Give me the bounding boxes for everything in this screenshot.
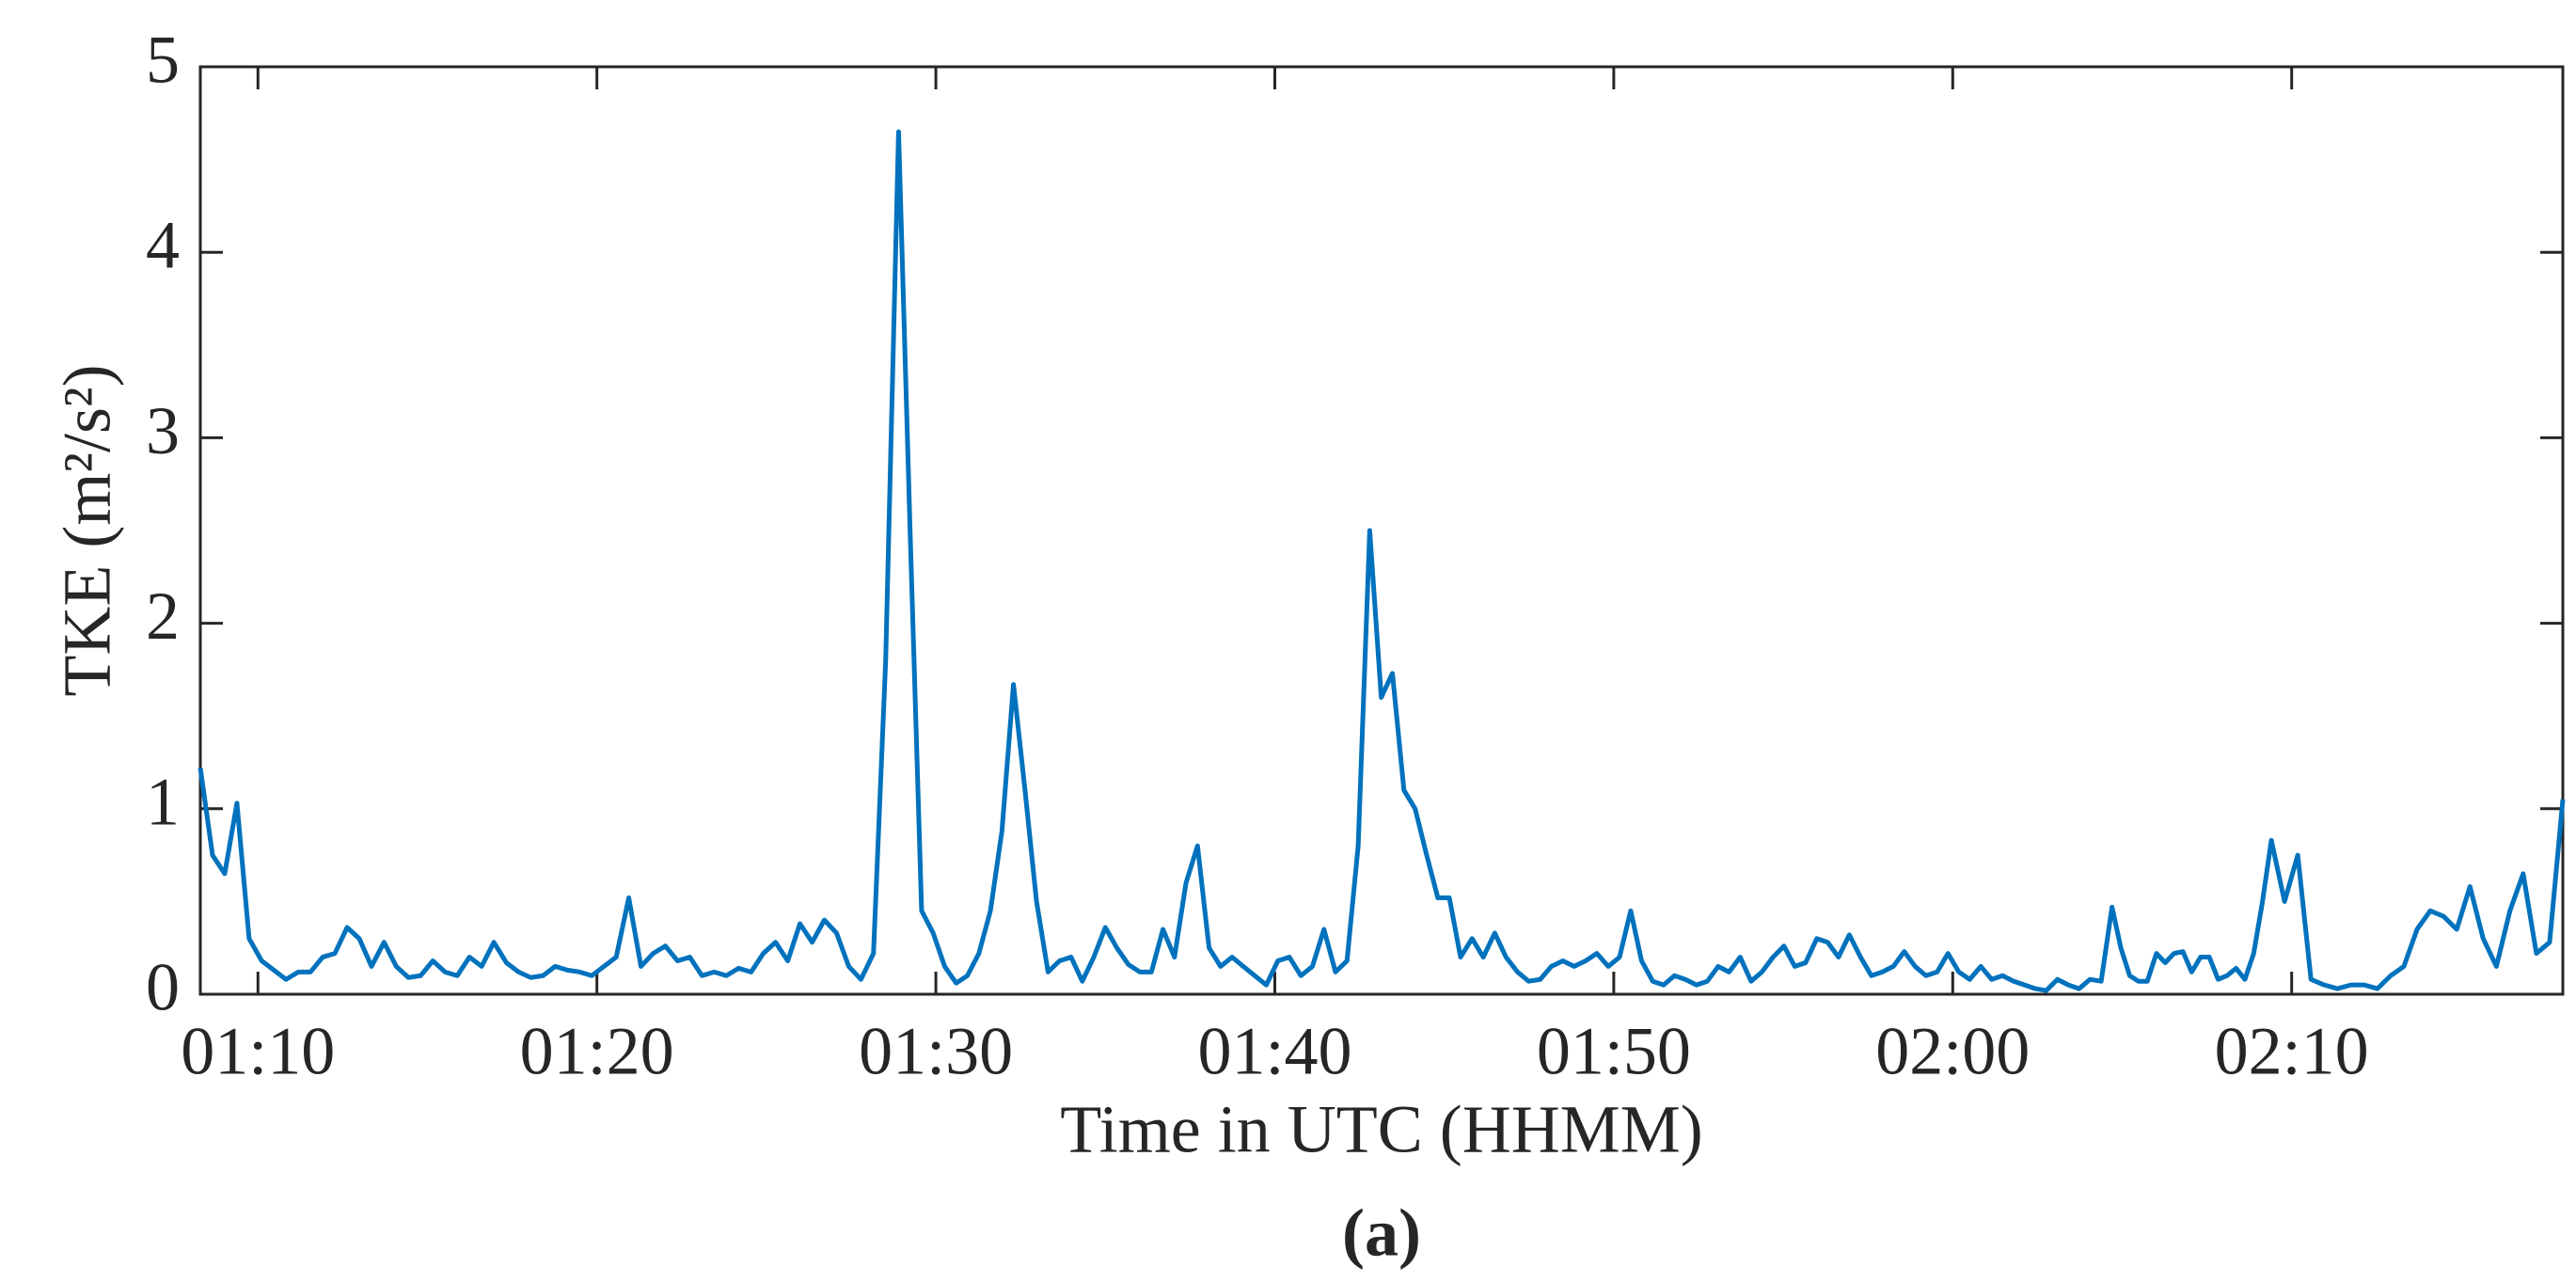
x-tick-label: 01:10 — [181, 1014, 335, 1089]
caption: (a) — [1342, 1196, 1421, 1271]
y-tick-label: 2 — [146, 578, 180, 654]
y-axis-label: TKE (m²/s²) — [50, 364, 125, 696]
y-tick-label: 5 — [146, 23, 180, 98]
x-tick-label: 02:00 — [1875, 1014, 2030, 1089]
x-tick-label: 01:40 — [1197, 1014, 1351, 1089]
data-line — [198, 129, 2566, 993]
y-tick-label: 0 — [146, 950, 180, 1025]
x-tick-label: 01:30 — [859, 1014, 1013, 1089]
plot-frame — [198, 65, 2565, 996]
x-tick-label: 01:20 — [520, 1014, 674, 1089]
x-tick-label: 01:50 — [1537, 1014, 1691, 1089]
y-tick-label: 1 — [146, 764, 180, 839]
y-tick-label: 4 — [146, 208, 180, 283]
x-axis-label: Time in UTC (HHMM) — [1060, 1092, 1702, 1167]
x-tick-label: 02:10 — [2215, 1014, 2369, 1089]
y-tick-label: 3 — [146, 393, 180, 468]
